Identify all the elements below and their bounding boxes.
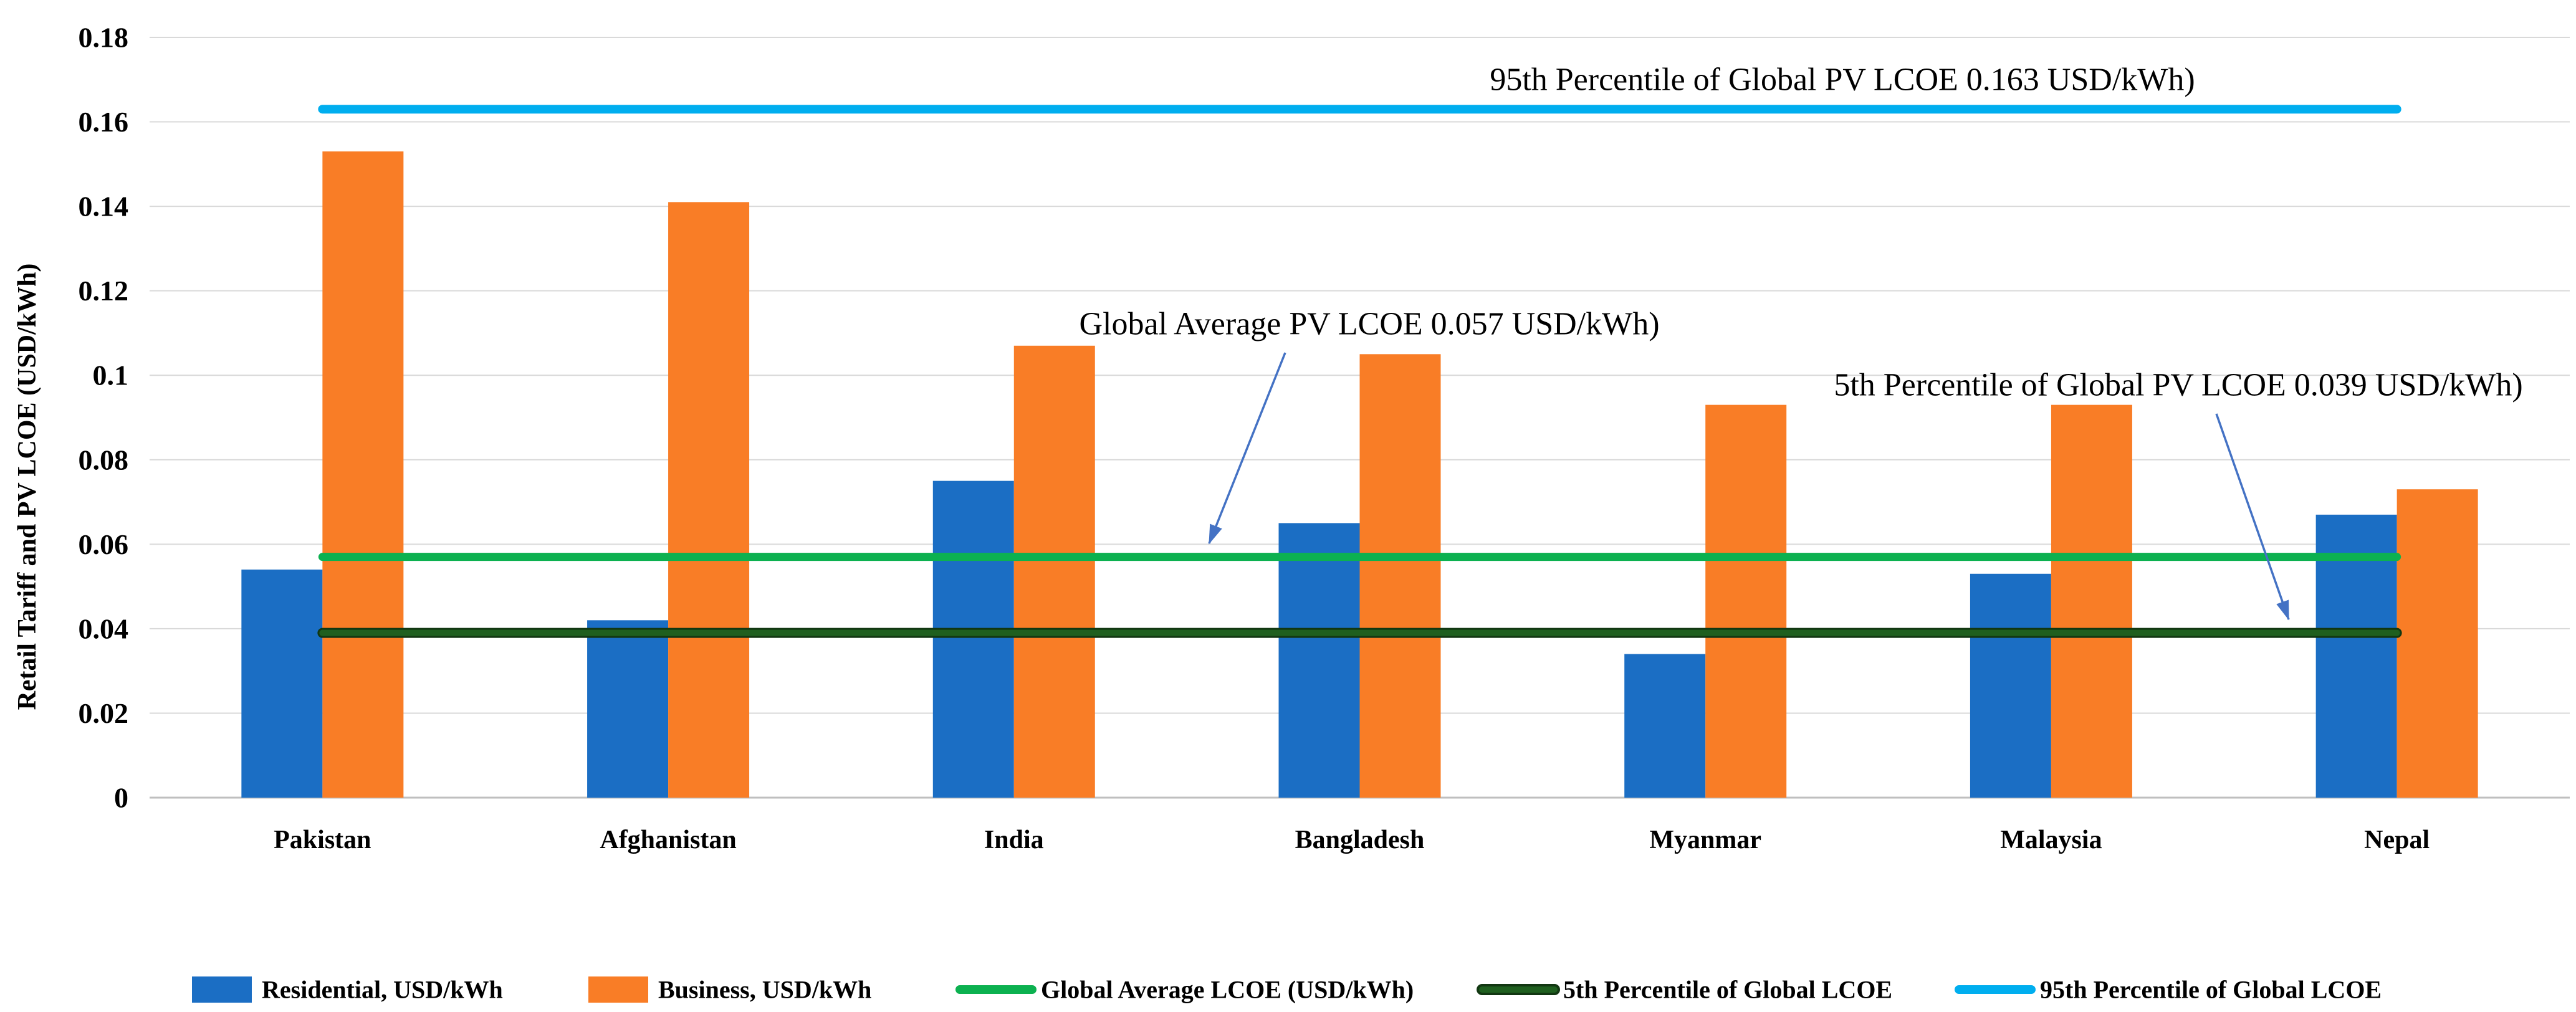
legend-label: Business, USD/kWh (658, 976, 871, 1004)
legend-swatch-business (588, 976, 648, 1003)
y-tick-label: 0.16 (79, 106, 129, 138)
legend-item-business: Business, USD/kWh (588, 976, 871, 1004)
y-tick-label: 0.14 (79, 191, 129, 222)
bar-business-afghanistan (668, 202, 750, 798)
y-tick-label: 0.1 (93, 360, 129, 391)
bar-residential-india (932, 480, 1014, 798)
bar-residential-myanmar (1624, 654, 1706, 798)
x-axis-label-myanmar: Myanmar (1649, 826, 1761, 854)
legend-label: Residential, USD/kWh (262, 976, 503, 1004)
legend-item-5th-percentile-of-global-lcoe: 5th Percentile of Global LCOE (1477, 976, 1892, 1004)
legend-item-95th-percentile-of-global-lcoe: 95th Percentile of Global LCOE (1955, 976, 2382, 1004)
bar-residential-afghanistan (587, 620, 669, 798)
annotation-arrow (1208, 352, 1286, 545)
y-tick-label: 0.12 (79, 275, 129, 307)
legend-label: 95th Percentile of Global LCOE (2040, 976, 2382, 1004)
y-tick-label: 0.04 (79, 613, 129, 644)
y-tick-label: 0 (114, 782, 128, 814)
bar-residential-malaysia (1970, 573, 2051, 798)
x-axis-label-bangladesh: Bangladesh (1295, 826, 1425, 854)
y-tick-label: 0.08 (79, 444, 129, 475)
x-axis-label-india: India (984, 826, 1044, 854)
bar-business-myanmar (1705, 404, 1787, 798)
bar-residential-pakistan (241, 570, 323, 798)
annotation-arrow (2215, 413, 2290, 621)
annotation-global-average: Global Average PV LCOE 0.057 USD/kWh) (1079, 307, 1659, 342)
y-tick-label: 0.18 (79, 22, 129, 54)
legend-item-global-average-lcoe-usd-kwh: Global Average LCOE (USD/kWh) (955, 976, 1414, 1004)
legend-item-residential: Residential, USD/kWh (192, 976, 503, 1004)
legend-label: Global Average LCOE (USD/kWh) (1041, 976, 1414, 1004)
y-tick-label: 0.02 (79, 697, 129, 729)
x-axis-label-malaysia: Malaysia (2000, 826, 2102, 854)
bar-business-bangladesh (1359, 354, 1441, 798)
bar-residential-bangladesh (1278, 523, 1360, 798)
annotation-5th-percentile: 5th Percentile of Global PV LCOE 0.039 U… (1834, 368, 2522, 403)
bar-residential-nepal (2315, 514, 2397, 798)
legend: Residential, USD/kWh Business, USD/kWh Glo… (192, 976, 2382, 1004)
x-axis-label-pakistan: Pakistan (274, 826, 371, 854)
y-tick-label: 0.06 (79, 528, 129, 560)
x-axis-label-afghanistan: Afghanistan (600, 826, 736, 854)
y-axis-title: Retail Tariff and PV LCOE (USD/kWh) (13, 263, 42, 710)
x-axis-label-nepal: Nepal (2364, 826, 2430, 854)
bar-business-malaysia (2051, 404, 2132, 798)
annotation-95th-percentile: 95th Percentile of Global PV LCOE 0.163 … (1490, 62, 2195, 98)
legend-swatch-residential (192, 976, 252, 1003)
bar-business-india (1013, 345, 1095, 798)
bar-business-pakistan (322, 151, 404, 798)
bar-business-nepal (2396, 489, 2478, 798)
legend-label: 5th Percentile of Global LCOE (1563, 976, 1892, 1004)
